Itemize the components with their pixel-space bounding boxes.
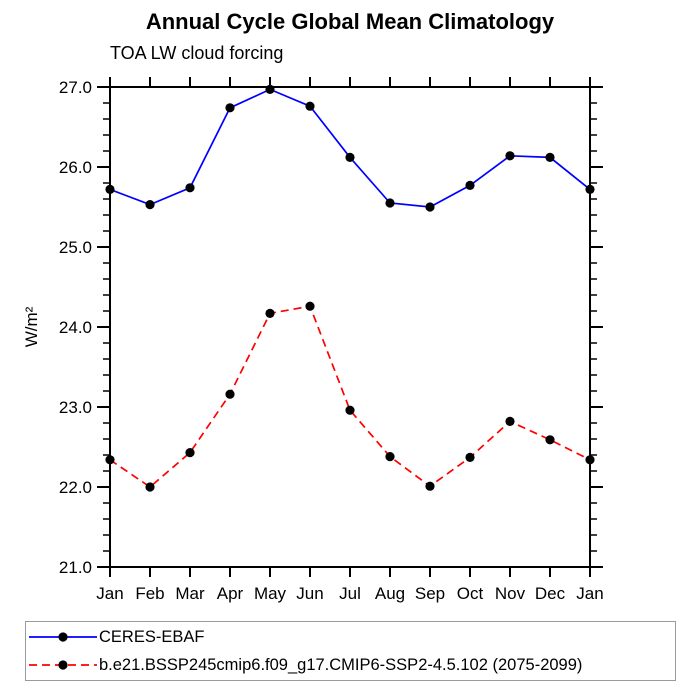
x-axis-tick-label: Jan <box>96 584 123 603</box>
series-line-0 <box>109 88 591 208</box>
data-point-marker <box>545 152 555 162</box>
data-point-marker <box>145 482 155 492</box>
data-point-marker <box>425 202 435 212</box>
data-point-marker <box>585 455 595 465</box>
data-point-marker <box>465 452 475 462</box>
data-point-marker <box>545 435 555 445</box>
x-axis-tick-label: Oct <box>457 584 484 603</box>
x-axis-tick-label: Nov <box>495 584 526 603</box>
legend-label-ceres-ebaf: CERES-EBAF <box>99 627 205 646</box>
y-axis-tick-label: 26.0 <box>59 158 92 177</box>
x-axis-tick-label: Feb <box>135 584 164 603</box>
legend-item-ceres-ebaf: CERES-EBAF <box>28 624 675 650</box>
x-axis-tick-label: Aug <box>375 584 405 603</box>
chart-subtitle: TOA LW cloud forcing <box>110 43 284 63</box>
data-point-marker <box>385 198 395 208</box>
data-point-marker <box>225 389 235 399</box>
data-point-marker <box>105 455 115 465</box>
data-point-marker <box>185 448 195 458</box>
x-axis-tick-label: Jan <box>576 584 603 603</box>
x-axis-tick-label: May <box>254 584 287 603</box>
data-point-marker <box>585 184 595 194</box>
x-axis-tick-label: Jul <box>339 584 361 603</box>
x-axis-tick-label: Sep <box>415 584 445 603</box>
y-axis-tick-label: 22.0 <box>59 478 92 497</box>
data-point-marker <box>385 452 395 462</box>
y-axis-tick-label: 27.0 <box>59 78 92 97</box>
y-axis-tick-label: 24.0 <box>59 318 92 337</box>
data-point-marker <box>225 103 235 113</box>
data-point-marker <box>265 84 275 94</box>
y-axis-tick-label: 25.0 <box>59 238 92 257</box>
series-line-1 <box>109 305 591 489</box>
legend-label-model-run: b.e21.BSSP245cmip6.f09_g17.CMIP6-SSP2-4.… <box>99 655 583 674</box>
y-axis-title: W/m² <box>22 306 41 347</box>
data-point-marker <box>185 183 195 193</box>
data-point-marker <box>425 481 435 491</box>
x-axis-tick-label: Apr <box>217 584 244 603</box>
data-point-marker <box>505 416 515 426</box>
legend-marker-dot-icon <box>58 632 68 642</box>
legend-item-model-run: b.e21.BSSP245cmip6.f09_g17.CMIP6-SSP2-4.… <box>28 652 675 678</box>
legend-marker-dot-icon <box>58 660 68 670</box>
legend-box: CERES-EBAF b.e21.BSSP245cmip6.f09_g17.CM… <box>25 621 676 681</box>
data-point-marker <box>305 301 315 311</box>
data-point-marker <box>345 405 355 415</box>
page-title: Annual Cycle Global Mean Climatology <box>145 9 555 34</box>
data-point-marker <box>345 152 355 162</box>
x-axis-tick-label: Jun <box>296 584 323 603</box>
data-point-marker <box>145 200 155 210</box>
x-axis-tick-label: Dec <box>535 584 566 603</box>
data-point-marker <box>265 308 275 318</box>
data-point-marker <box>465 180 475 190</box>
y-axis-tick-label: 21.0 <box>59 558 92 577</box>
legend-line-sample-dashed <box>29 660 97 670</box>
data-point-marker <box>505 151 515 161</box>
y-axis-tick-label: 23.0 <box>59 398 92 417</box>
x-axis-tick-label: Mar <box>175 584 205 603</box>
data-point-marker <box>305 101 315 111</box>
legend-line-sample-solid <box>29 632 97 642</box>
data-point-marker <box>105 184 115 194</box>
plot-frame <box>109 86 591 568</box>
